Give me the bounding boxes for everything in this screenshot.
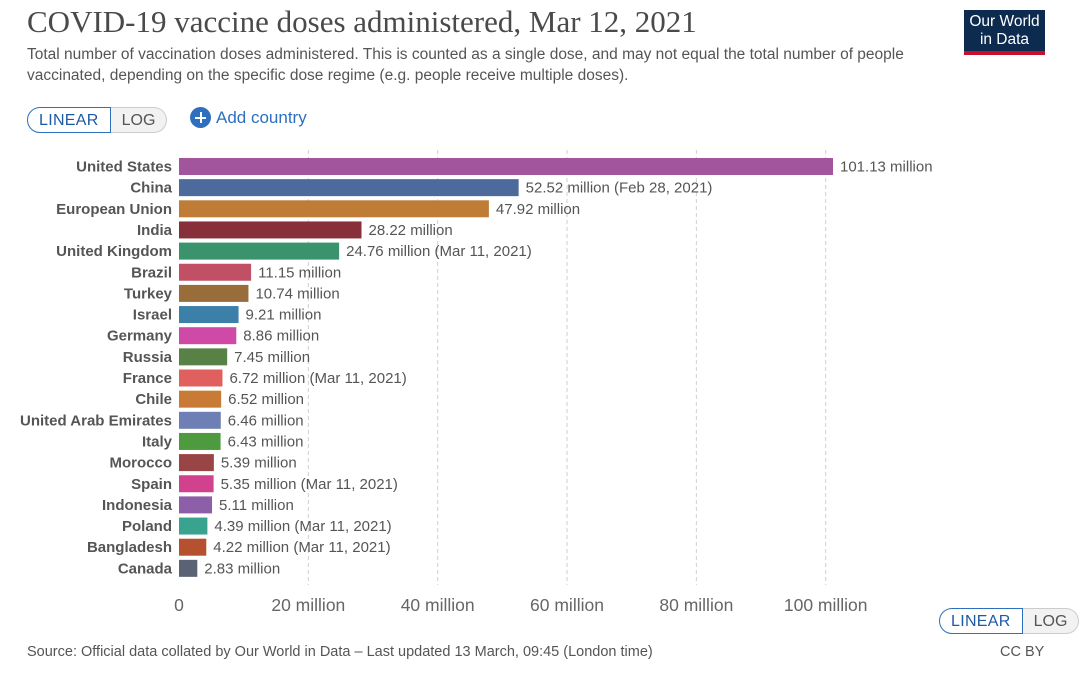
category-label: Morocco bbox=[109, 455, 172, 472]
log-scale-button-bottom[interactable]: LOG bbox=[1022, 608, 1080, 634]
category-label: Spain bbox=[131, 476, 172, 493]
value-label: 4.39 million (Mar 11, 2021) bbox=[214, 518, 391, 535]
logo-line-1: Our World bbox=[969, 13, 1040, 30]
category-label: Bangladesh bbox=[87, 539, 172, 556]
category-label: United States bbox=[76, 159, 172, 176]
scale-toggle-top: LINEAR LOG bbox=[27, 107, 168, 133]
bar bbox=[179, 158, 833, 175]
bar bbox=[179, 284, 249, 302]
bar bbox=[179, 517, 208, 535]
category-label: Canada bbox=[118, 560, 173, 577]
category-label: India bbox=[137, 222, 173, 239]
value-label: 24.76 million (Mar 11, 2021) bbox=[346, 243, 532, 260]
log-scale-button[interactable]: LOG bbox=[110, 107, 168, 133]
category-label: Chile bbox=[135, 391, 172, 408]
x-tick-label: 80 million bbox=[659, 595, 733, 615]
bar bbox=[179, 242, 340, 260]
bar bbox=[179, 327, 237, 345]
bar bbox=[179, 538, 207, 556]
bar bbox=[179, 348, 228, 366]
value-label: 8.86 million bbox=[243, 328, 319, 345]
value-label: 5.11 million bbox=[219, 497, 294, 514]
add-country-label: Add country bbox=[216, 107, 307, 127]
bar bbox=[179, 179, 519, 197]
category-label: Indonesia bbox=[102, 497, 173, 514]
value-label: 47.92 million bbox=[496, 201, 580, 218]
value-label: 101.13 million bbox=[840, 159, 933, 176]
bar bbox=[179, 559, 198, 577]
bar bbox=[179, 369, 223, 387]
bar-chart: United States 101.13 million China 52.52 mi… bbox=[20, 150, 933, 615]
category-label: European Union bbox=[56, 201, 172, 218]
chart-subtitle: Total number of vaccination doses admini… bbox=[27, 46, 904, 84]
bar bbox=[179, 221, 362, 239]
scale-toggle-bottom: LINEAR LOG bbox=[939, 608, 1080, 634]
value-label: 2.83 million bbox=[204, 560, 280, 577]
logo-line-2: in Data bbox=[979, 31, 1030, 48]
category-label: China bbox=[130, 180, 172, 197]
x-tick-label: 20 million bbox=[271, 595, 345, 615]
category-label: Italy bbox=[142, 433, 173, 450]
linear-scale-button[interactable]: LINEAR bbox=[27, 107, 111, 133]
linear-scale-button-bottom[interactable]: LINEAR bbox=[939, 608, 1023, 634]
value-label: 52.52 million (Feb 28, 2021) bbox=[526, 180, 713, 197]
x-tick-label: 100 million bbox=[784, 595, 868, 615]
bar bbox=[179, 432, 221, 450]
category-label: Russia bbox=[123, 349, 173, 366]
value-label: 6.52 million bbox=[228, 391, 304, 408]
bar bbox=[179, 200, 489, 218]
chart-title: COVID-19 vaccine doses administered, Mar… bbox=[27, 4, 697, 39]
add-country-button[interactable]: Add country bbox=[190, 107, 307, 128]
category-label: Turkey bbox=[124, 285, 173, 302]
category-label: France bbox=[123, 370, 172, 387]
source-note: Source: Official data collated by Our Wo… bbox=[27, 644, 653, 660]
category-label: United Arab Emirates bbox=[20, 412, 172, 429]
bar bbox=[179, 390, 222, 408]
value-label: 5.35 million (Mar 11, 2021) bbox=[221, 476, 398, 493]
value-label: 28.22 million bbox=[368, 222, 452, 239]
category-label: Brazil bbox=[131, 264, 172, 281]
bar bbox=[179, 475, 214, 493]
value-label: 11.15 million bbox=[258, 264, 341, 281]
bar bbox=[179, 306, 239, 324]
category-label: United Kingdom bbox=[56, 243, 172, 260]
category-label: Israel bbox=[133, 307, 172, 324]
value-label: 6.46 million bbox=[228, 412, 304, 429]
value-label: 6.43 million bbox=[228, 433, 304, 450]
category-label: Poland bbox=[122, 518, 172, 535]
bar bbox=[179, 496, 213, 514]
plus-circle-icon bbox=[190, 107, 211, 128]
value-label: 10.74 million bbox=[255, 285, 339, 302]
bar bbox=[179, 411, 221, 429]
value-label: 4.22 million (Mar 11, 2021) bbox=[213, 539, 390, 556]
bar bbox=[179, 263, 252, 281]
category-label: Germany bbox=[107, 328, 173, 345]
value-label: 5.39 million bbox=[221, 455, 297, 472]
bar bbox=[179, 454, 214, 472]
license-link[interactable]: CC BY bbox=[1000, 644, 1045, 660]
value-label: 6.72 million (Mar 11, 2021) bbox=[229, 370, 406, 387]
value-label: 7.45 million bbox=[234, 349, 310, 366]
value-label: 9.21 million bbox=[246, 307, 322, 324]
x-tick-label: 0 bbox=[174, 595, 184, 615]
x-tick-label: 60 million bbox=[530, 595, 604, 615]
x-tick-label: 40 million bbox=[401, 595, 475, 615]
owid-logo[interactable]: Our World in Data bbox=[964, 10, 1045, 55]
